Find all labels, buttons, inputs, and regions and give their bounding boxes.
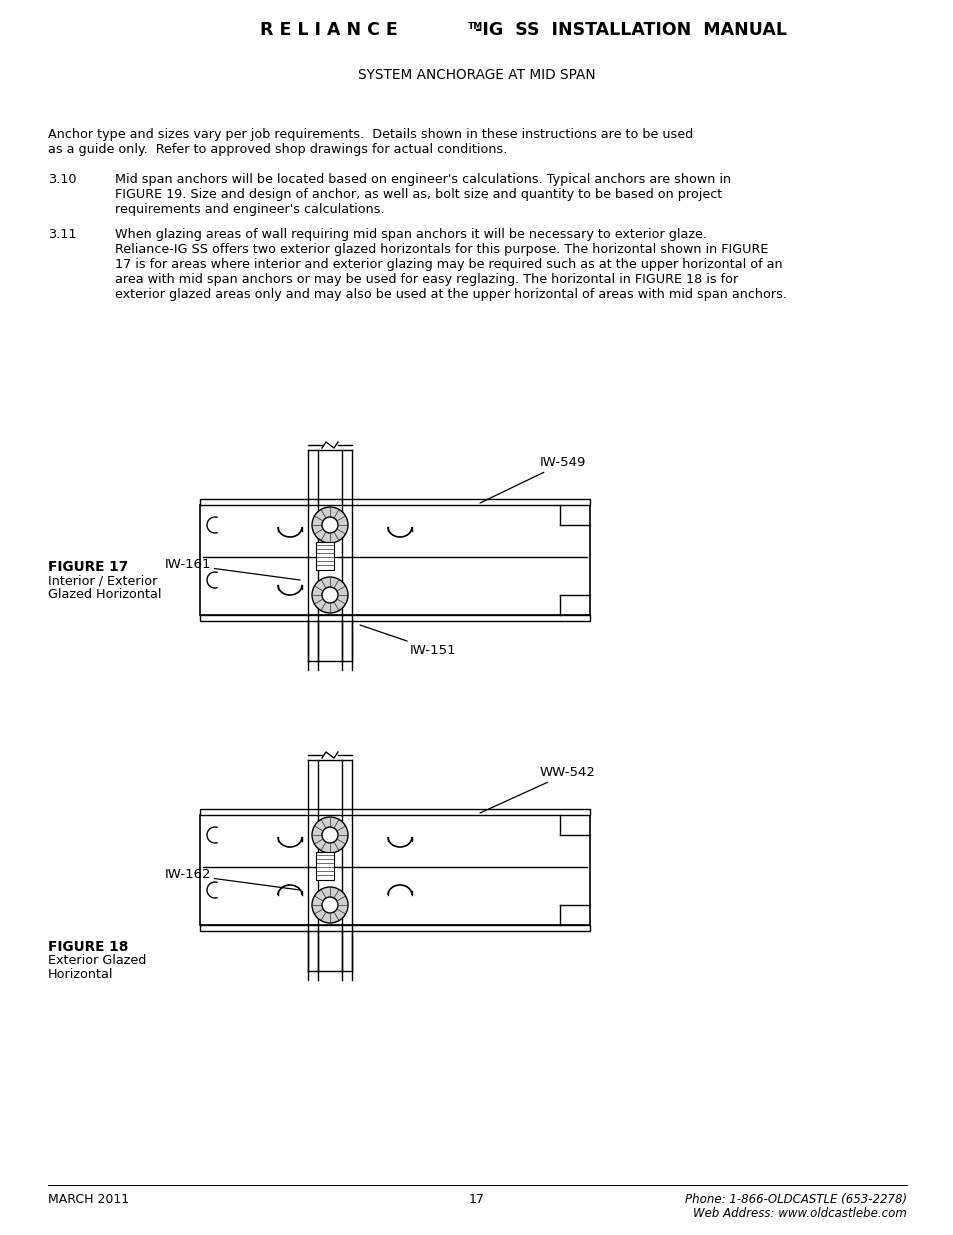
Text: Web Address: www.oldcastlebe.com: Web Address: www.oldcastlebe.com — [693, 1207, 906, 1220]
Bar — [200, 809, 589, 815]
Bar — [315, 852, 334, 881]
Text: TM: TM — [468, 22, 483, 31]
Bar — [200, 505, 589, 615]
Text: Glazed Horizontal: Glazed Horizontal — [48, 588, 161, 601]
Text: Phone: 1-866-OLDCASTLE (653-2278): Phone: 1-866-OLDCASTLE (653-2278) — [684, 1193, 906, 1207]
Text: IW-162: IW-162 — [165, 868, 299, 890]
Text: 17: 17 — [469, 1193, 484, 1207]
Circle shape — [322, 587, 337, 603]
Text: Interior / Exterior: Interior / Exterior — [48, 574, 157, 587]
Bar — [200, 615, 589, 621]
Text: Horizontal: Horizontal — [48, 968, 113, 981]
Text: MARCH 2011: MARCH 2011 — [48, 1193, 129, 1207]
Text: Reliance-IG SS offers two exterior glazed horizontals for this purpose. The hori: Reliance-IG SS offers two exterior glaze… — [115, 243, 767, 256]
Circle shape — [312, 887, 348, 923]
Text: 3.11: 3.11 — [48, 228, 76, 241]
Text: FIGURE 17: FIGURE 17 — [48, 559, 128, 574]
Text: requirements and engineer's calculations.: requirements and engineer's calculations… — [115, 203, 384, 216]
Circle shape — [312, 508, 348, 543]
Text: 3.10: 3.10 — [48, 173, 76, 186]
Text: IW-549: IW-549 — [479, 457, 586, 503]
Text: IW-161: IW-161 — [165, 558, 299, 580]
Text: FIGURE 18: FIGURE 18 — [48, 940, 129, 953]
Bar — [315, 542, 334, 571]
Text: 17 is for areas where interior and exterior glazing may be required such as at t: 17 is for areas where interior and exter… — [115, 258, 781, 270]
Text: exterior glazed areas only and may also be used at the upper horizontal of areas: exterior glazed areas only and may also … — [115, 288, 786, 301]
Circle shape — [312, 818, 348, 853]
Circle shape — [312, 577, 348, 613]
Text: FIGURE 19. Size and design of anchor, as well as, bolt size and quantity to be b: FIGURE 19. Size and design of anchor, as… — [115, 188, 721, 201]
Text: WW-542: WW-542 — [479, 767, 596, 813]
Circle shape — [322, 827, 337, 844]
Circle shape — [322, 897, 337, 913]
Text: SYSTEM ANCHORAGE AT MID SPAN: SYSTEM ANCHORAGE AT MID SPAN — [357, 68, 596, 82]
Text: When glazing areas of wall requiring mid span anchors it will be necessary to ex: When glazing areas of wall requiring mid… — [115, 228, 706, 241]
Text: -IG  SS  INSTALLATION  MANUAL: -IG SS INSTALLATION MANUAL — [475, 21, 786, 40]
Text: Exterior Glazed: Exterior Glazed — [48, 953, 146, 967]
Circle shape — [322, 517, 337, 534]
Text: IW-151: IW-151 — [359, 625, 456, 657]
Text: as a guide only.  Refer to approved shop drawings for actual conditions.: as a guide only. Refer to approved shop … — [48, 143, 507, 156]
Bar — [200, 815, 589, 925]
Bar — [200, 925, 589, 931]
Text: Anchor type and sizes vary per job requirements.  Details shown in these instruc: Anchor type and sizes vary per job requi… — [48, 128, 693, 141]
Text: area with mid span anchors or may be used for easy reglazing. The horizontal in : area with mid span anchors or may be use… — [115, 273, 738, 287]
Bar — [200, 499, 589, 505]
Text: R E L I A N C E: R E L I A N C E — [260, 21, 397, 40]
Text: Mid span anchors will be located based on engineer's calculations. Typical ancho: Mid span anchors will be located based o… — [115, 173, 730, 186]
